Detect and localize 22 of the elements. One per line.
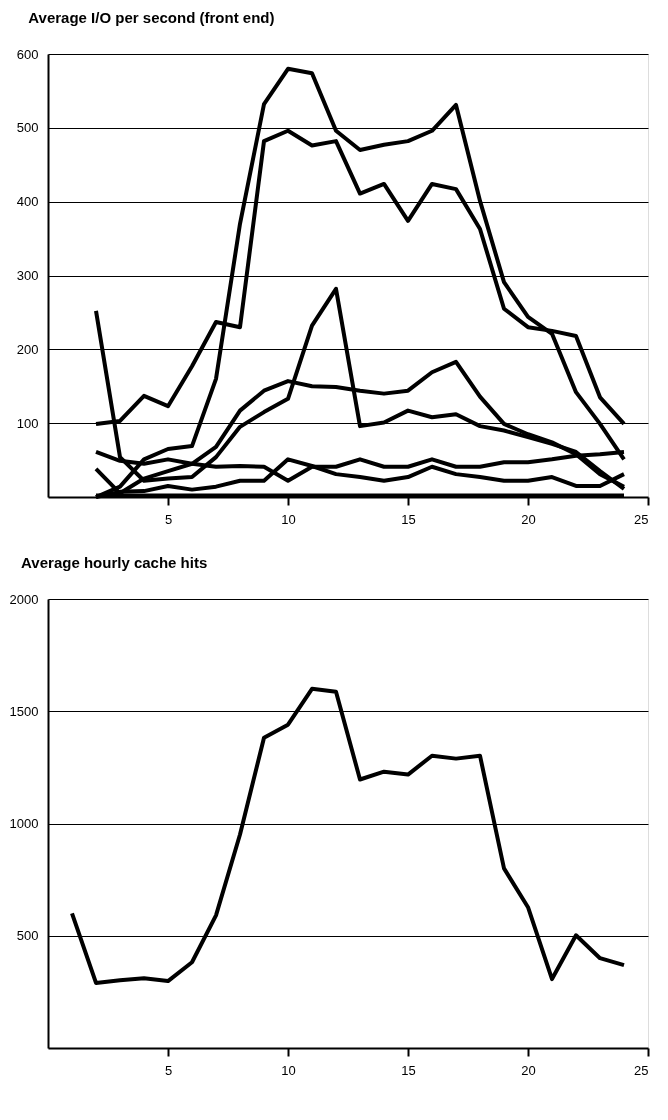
y-tick-label: 500 — [16, 120, 39, 136]
y-tick-label: 1000 — [9, 816, 39, 831]
y-tick-label: 200 — [16, 341, 39, 357]
y-tick-label: 1500 — [9, 703, 39, 719]
chart-title: Average I/O per second (front end) — [28, 9, 275, 26]
y-tick-label: 400 — [16, 194, 39, 210]
y-tick-label: 2000 — [9, 591, 39, 607]
x-tick-label: 10 — [281, 1062, 296, 1078]
x-tick-label: 25 — [634, 511, 649, 527]
x-tick-label: 20 — [521, 511, 536, 527]
x-tick-label: 25 — [634, 1062, 649, 1078]
y-tick-label: 600 — [16, 46, 39, 62]
x-tick-label: 5 — [164, 511, 173, 527]
x-tick-label: 5 — [164, 1062, 173, 1078]
chart-title: Average hourly cache hits — [21, 554, 208, 571]
y-tick-label: 100 — [16, 415, 39, 431]
x-tick-label: 10 — [281, 511, 296, 527]
x-tick-label: 15 — [401, 1062, 416, 1078]
x-tick-label: 20 — [521, 1062, 536, 1078]
y-tick-label: 300 — [16, 268, 39, 283]
y-tick-label: 500 — [16, 928, 39, 944]
x-tick-label: 15 — [401, 511, 416, 527]
